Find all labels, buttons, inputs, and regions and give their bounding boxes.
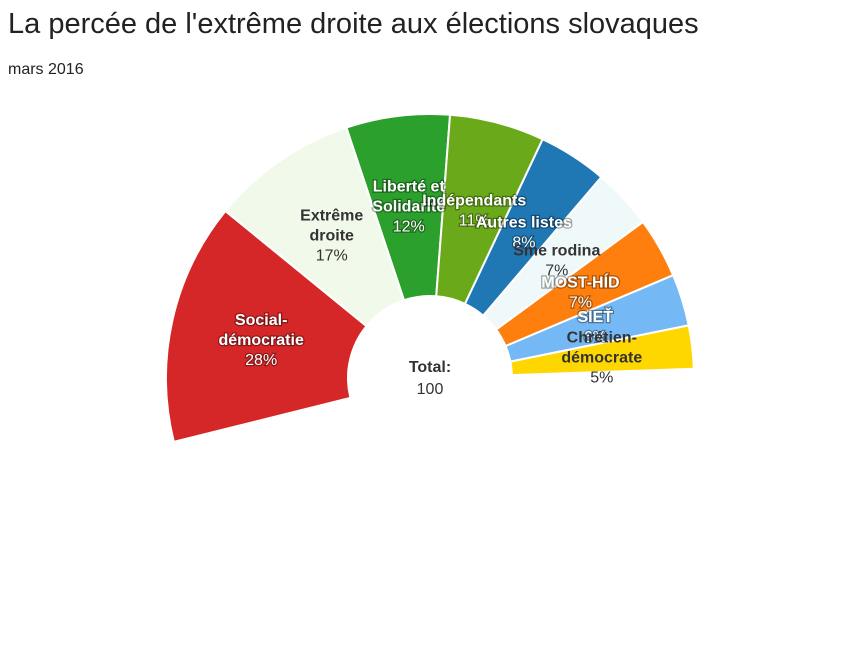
slice-value-label: 5% — [590, 370, 613, 387]
slice-value-label: 12% — [393, 218, 425, 235]
slice-value-label: 17% — [316, 248, 348, 265]
slice-name-label: Chrétien- — [567, 330, 637, 347]
slice-value-label: 7% — [545, 262, 568, 279]
slice-value-label: 28% — [245, 352, 277, 369]
label-most-hid: MOST-HÍD 7% — [541, 273, 619, 312]
label-social-democratie: Social-démocratie 28% — [218, 312, 303, 369]
slice-name-label: Autres listes — [476, 215, 572, 232]
slice-name-label: Extrême — [300, 208, 363, 225]
slice-name-label: démocrate — [561, 350, 642, 367]
slice-name-label: SIEŤ — [577, 307, 613, 326]
slice-name-label: Solidarité — [372, 198, 445, 215]
labels-group: Social-démocratie 28% Extrême droite 17% Libe… — [217, 177, 642, 387]
label-independants: Indépendants 11% — [422, 193, 526, 230]
total-value: 100 — [417, 381, 444, 398]
label-siet: SIEŤ 6% — [577, 307, 613, 346]
label-extreme-droite: Extrême droite 17% — [300, 208, 363, 265]
slice-name-label: droite — [310, 228, 355, 245]
total-label: Total: — [409, 359, 451, 376]
chart-title: La percée de l'extrême droite aux électi… — [8, 8, 699, 40]
label-liberte-et-solidarite: Liberté et Solidarité 12% — [372, 178, 445, 235]
slice-name-label: Sme rodina — [513, 242, 600, 259]
chart-subtitle: mars 2016 — [8, 61, 84, 78]
label-chretien-democrate: Chrétien-démocrate 5% — [561, 330, 642, 387]
label-autres-listes: Autres listes 8% — [476, 215, 572, 252]
label-sme-rodina: Sme rodina 7% — [513, 242, 600, 279]
slice-name-label: Indépendants — [422, 193, 526, 210]
slices-group — [165, 113, 695, 444]
slice-name-label: Social- — [235, 312, 287, 329]
slice-social-democratie — [165, 209, 368, 444]
slice-chretien-democrate — [509, 324, 695, 377]
slice-value-label: 7% — [569, 295, 592, 312]
slice-value-label: 11% — [459, 213, 490, 230]
slice-name-label: Liberté et — [373, 178, 446, 195]
slice-value-label: 6% — [584, 329, 607, 346]
slice-value-label: 8% — [512, 235, 535, 252]
slice-name-label: MOST-HÍD — [541, 273, 619, 292]
slice-name-label: démocratie — [218, 332, 303, 349]
